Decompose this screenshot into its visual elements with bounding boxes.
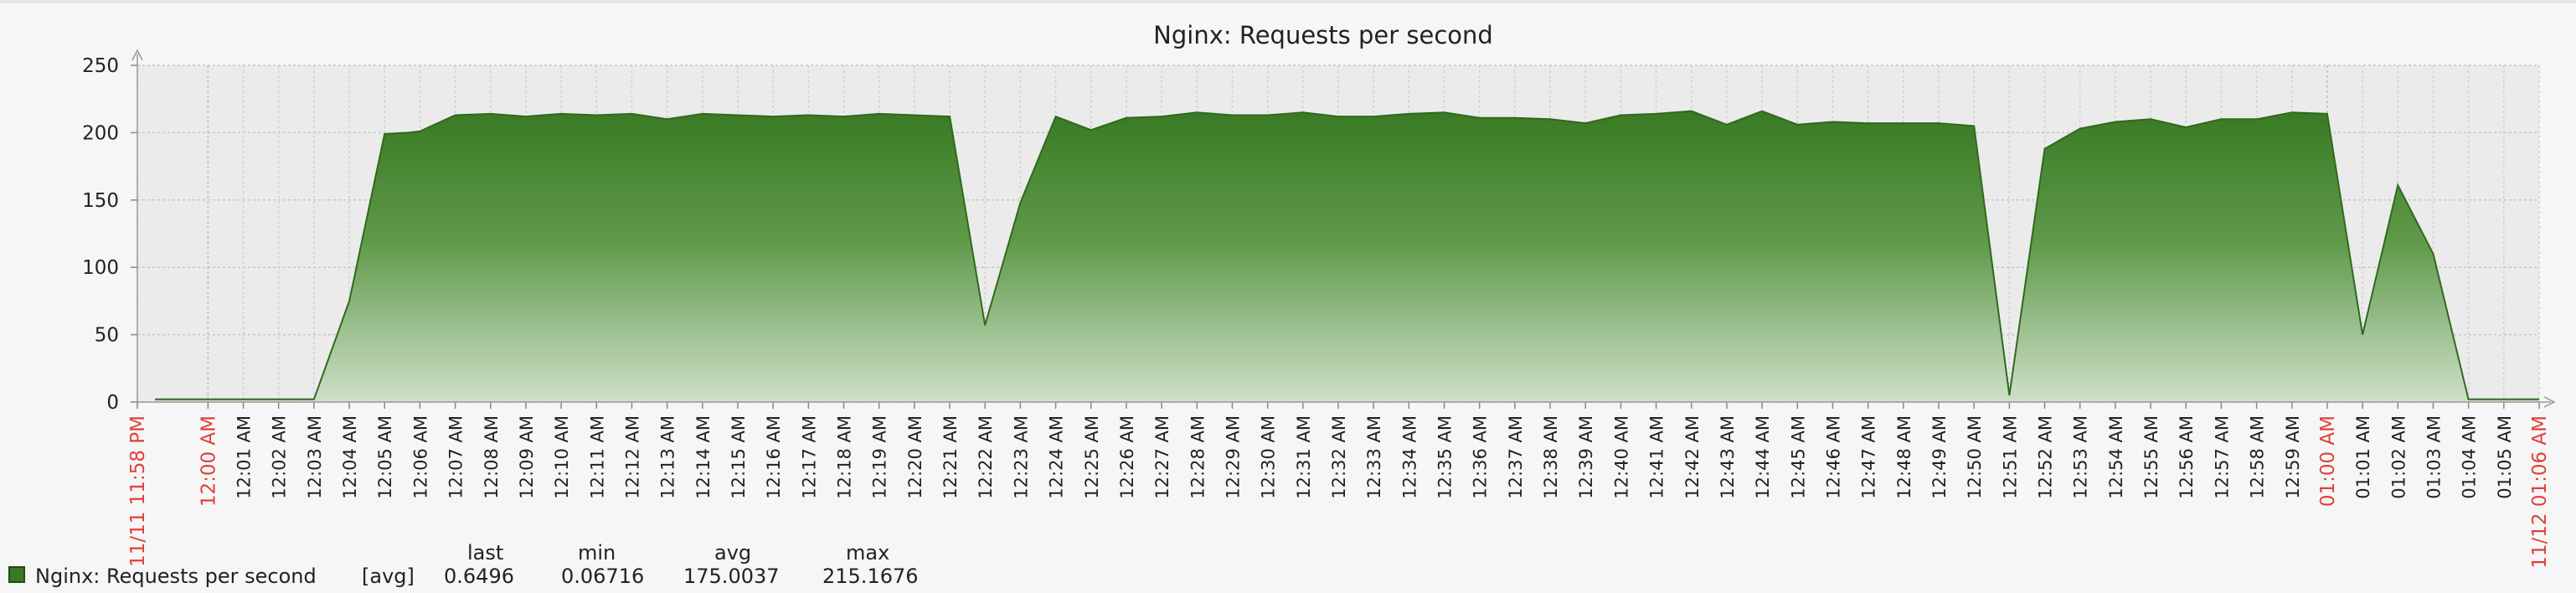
x-tick-label: 12:33 AM bbox=[1364, 415, 1384, 499]
x-tick-label: 12:07 AM bbox=[446, 415, 466, 499]
legend: last min avg max Nginx: Requests per sec… bbox=[8, 536, 1013, 590]
x-tick-label: 12:30 AM bbox=[1259, 415, 1279, 499]
legend-series-name: Nginx: Requests per second bbox=[35, 565, 317, 588]
x-tick-label: 01:03 AM bbox=[2424, 415, 2444, 499]
y-tick-label: 50 bbox=[95, 325, 119, 347]
x-tick-label: 12:58 AM bbox=[2248, 415, 2268, 499]
top-strip bbox=[0, 0, 2576, 3]
x-tick-label: 12:49 AM bbox=[1929, 415, 1950, 499]
x-tick-label: 12:11 AM bbox=[587, 415, 607, 499]
x-tick-label: 12:36 AM bbox=[1471, 415, 1491, 499]
x-tick-label: 12:21 AM bbox=[940, 415, 961, 499]
x-tick-label: 01:02 AM bbox=[2388, 415, 2409, 499]
x-tick-label: 12:20 AM bbox=[905, 415, 925, 499]
x-tick-label: 12:43 AM bbox=[1718, 415, 1738, 499]
y-tick-label: 200 bbox=[82, 122, 119, 144]
legend-last-value: 0.6496 bbox=[444, 565, 514, 588]
area-layer bbox=[155, 110, 2539, 402]
x-tick-label: 12:44 AM bbox=[1753, 415, 1773, 499]
x-tick-label: 12:45 AM bbox=[1788, 415, 1808, 499]
x-tick-label: 12:14 AM bbox=[693, 415, 714, 499]
y-tick-labels: 0 50 100 150 200 250 bbox=[82, 55, 119, 414]
x-tick-label: 12:00 AM bbox=[198, 415, 219, 507]
x-tick-label: 12:41 AM bbox=[1647, 415, 1667, 499]
y-tick-label: 0 bbox=[106, 392, 119, 414]
legend-swatch bbox=[8, 566, 25, 583]
series-area bbox=[155, 111, 2539, 402]
y-tick-label: 150 bbox=[82, 190, 119, 212]
x-tick-label: 12:47 AM bbox=[1859, 415, 1879, 499]
legend-header-max: max bbox=[846, 541, 890, 565]
x-tick-label: 01:04 AM bbox=[2460, 415, 2480, 499]
x-tick-label: 01:00 AM bbox=[2317, 415, 2339, 507]
x-tick-label: 12:29 AM bbox=[1223, 415, 1243, 499]
x-tick-label: 12:04 AM bbox=[340, 415, 360, 499]
x-tick-label: 12:17 AM bbox=[799, 415, 819, 499]
x-tick-label: 12:37 AM bbox=[1506, 415, 1526, 499]
x-tick-label: 12:03 AM bbox=[305, 415, 325, 499]
x-axis-arrow bbox=[2543, 396, 2556, 408]
x-tick-label: 12:22 AM bbox=[976, 415, 996, 499]
x-tick-labels: 11/11 11:58 PM 12:00 AM 12:01 AM 12:02 AM 12… bbox=[127, 415, 2551, 569]
x-tick-label: 11/11 11:58 PM bbox=[127, 415, 149, 567]
legend-max-value: 215.1676 bbox=[822, 565, 919, 588]
x-tick-label: 12:01 AM bbox=[234, 415, 255, 499]
x-tick-label: 12:19 AM bbox=[870, 415, 890, 499]
x-tick-label: 12:18 AM bbox=[835, 415, 855, 499]
x-tick-label: 12:54 AM bbox=[2106, 415, 2126, 499]
x-tick-label: 12:05 AM bbox=[375, 415, 395, 499]
x-tick-label: 12:10 AM bbox=[552, 415, 572, 499]
x-tick-label: 12:28 AM bbox=[1188, 415, 1208, 499]
x-tick-label: 12:08 AM bbox=[482, 415, 502, 499]
y-axis-arrow bbox=[131, 49, 143, 61]
x-tick-label: 12:15 AM bbox=[729, 415, 749, 499]
x-tick-label: 12:31 AM bbox=[1294, 415, 1314, 499]
x-tick-label: 12:56 AM bbox=[2177, 415, 2197, 499]
x-tick-label: 12:09 AM bbox=[517, 415, 537, 499]
legend-header-avg: avg bbox=[714, 541, 752, 565]
x-tick-label: 12:35 AM bbox=[1435, 415, 1455, 499]
x-tick-label: 12:40 AM bbox=[1611, 415, 1631, 499]
x-tick-label: 12:12 AM bbox=[622, 415, 642, 499]
x-tick-label: 12:48 AM bbox=[1894, 415, 1914, 499]
x-tick-label: 11/12 01:06 AM bbox=[2529, 415, 2551, 569]
y-tick-label: 250 bbox=[82, 55, 119, 77]
x-tick-label: 12:02 AM bbox=[270, 415, 290, 499]
x-tick-label: 12:50 AM bbox=[1965, 415, 1985, 499]
y-tick-label: 100 bbox=[82, 257, 119, 279]
x-tick-label: 12:16 AM bbox=[764, 415, 784, 499]
legend-function: [avg] bbox=[362, 565, 415, 588]
x-tick-label: 12:13 AM bbox=[658, 415, 678, 499]
x-tick-label: 12:53 AM bbox=[2071, 415, 2091, 499]
x-tick-label: 12:55 AM bbox=[2141, 415, 2161, 499]
axis-layer bbox=[131, 49, 2556, 409]
x-tick-label: 12:52 AM bbox=[2036, 415, 2056, 499]
x-tick-label: 12:46 AM bbox=[1823, 415, 1843, 499]
x-tick-label: 12:34 AM bbox=[1399, 415, 1419, 499]
x-tick-label: 12:59 AM bbox=[2283, 415, 2303, 499]
legend-header-min: min bbox=[578, 541, 616, 565]
chart-title: Nginx: Requests per second bbox=[1153, 21, 1493, 49]
x-tick-label: 12:39 AM bbox=[1576, 415, 1596, 499]
x-tick-label: 01:05 AM bbox=[2495, 415, 2515, 499]
x-tick-label: 12:26 AM bbox=[1117, 415, 1137, 499]
legend-header-last: last bbox=[467, 541, 504, 565]
legend-min-value: 0.06716 bbox=[561, 565, 645, 588]
x-tick-label: 12:25 AM bbox=[1082, 415, 1102, 499]
x-tick-label: 01:01 AM bbox=[2353, 415, 2373, 499]
x-tick-label: 12:24 AM bbox=[1047, 415, 1067, 499]
x-tick-label: 12:32 AM bbox=[1329, 415, 1349, 499]
x-tick-label: 12:38 AM bbox=[1541, 415, 1561, 499]
legend-avg-value: 175.0037 bbox=[683, 565, 780, 588]
x-tick-label: 12:23 AM bbox=[1011, 415, 1031, 499]
x-tick-label: 12:51 AM bbox=[2000, 415, 2020, 499]
x-tick-label: 12:57 AM bbox=[2212, 415, 2232, 499]
x-tick-label: 12:06 AM bbox=[410, 415, 430, 499]
series-line bbox=[155, 110, 2539, 400]
x-tick-label: 12:42 AM bbox=[1682, 415, 1703, 499]
x-tick-label: 12:27 AM bbox=[1152, 415, 1172, 499]
